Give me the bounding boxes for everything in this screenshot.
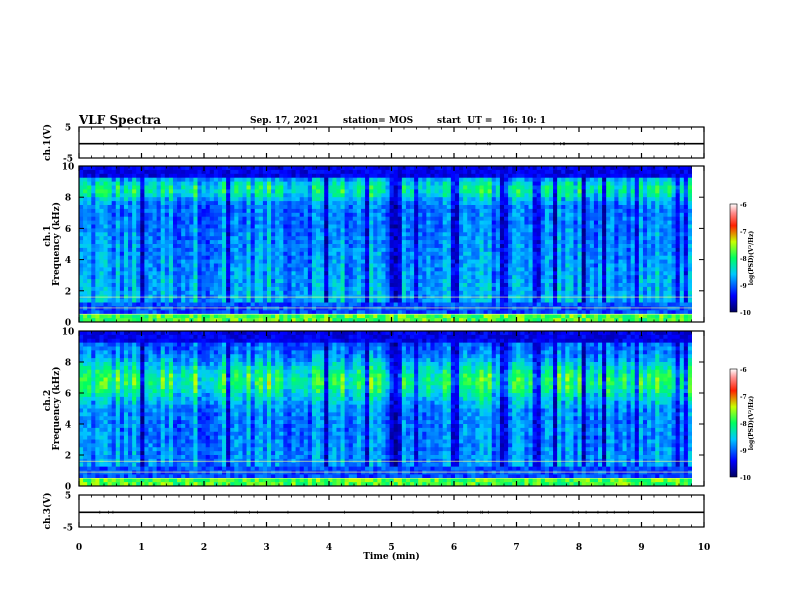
- xtick-label-6: 6: [451, 543, 457, 553]
- ytick-label-ch2-10: 10: [62, 328, 75, 338]
- spectrogram-ch1-cells: [79, 166, 693, 323]
- ylabel-top-ch2: ch.2: [43, 390, 53, 411]
- ytick-label-ch2-6: 6: [65, 390, 71, 400]
- ylabel-ch1-voltage: ch.1(V): [42, 124, 53, 161]
- xtick-label-9: 9: [638, 543, 644, 553]
- ytick-label-ch3-voltage--5: -5: [63, 524, 73, 534]
- ytick-label-ch2-2: 2: [65, 452, 71, 462]
- xtick-label-10: 10: [698, 543, 711, 553]
- chart-title: VLF Spectra: [79, 113, 162, 127]
- ylabel-top-ch1: ch.1: [43, 225, 53, 246]
- ytick-label-ch2-4: 4: [65, 421, 71, 431]
- xtick-label-8: 8: [576, 543, 582, 553]
- ytick-label-ch1-10: 10: [62, 163, 75, 173]
- xtick-label-1: 1: [138, 543, 144, 553]
- ytick-label-ch1-2: 2: [65, 287, 71, 297]
- colorbar-tick-ch2--6: -6: [740, 367, 747, 374]
- colorbar-label-ch2: log(PSD)(V²/Hz): [748, 396, 755, 451]
- ytick-label-ch2-8: 8: [65, 359, 71, 369]
- colorbar-label-ch1: log(PSD)(V²/Hz): [748, 231, 755, 286]
- ylabel-ch2: Frequency (kHz): [51, 366, 62, 450]
- colorbar-tick-ch2--7: -7: [740, 394, 747, 401]
- ylabel-ch3-voltage: ch.3(V): [42, 493, 53, 530]
- xtick-label-2: 2: [201, 543, 207, 553]
- colorbar-tick-ch2--10: -10: [740, 475, 751, 482]
- ytick-label-ch3-voltage-5: 5: [65, 492, 71, 502]
- ylabel-ch1: Frequency (kHz): [51, 202, 62, 286]
- ytick-label-ch2-0: 0: [65, 483, 71, 493]
- xtick-label-4: 4: [326, 543, 332, 553]
- xtick-label-5: 5: [388, 543, 394, 553]
- xtick-label-3: 3: [263, 543, 269, 553]
- colorbar-tick-ch2--8: -8: [740, 421, 747, 428]
- start-time-label: start UT = 16: 10: 1: [437, 116, 547, 126]
- xtick-label-7: 7: [513, 543, 519, 553]
- colorbar-tick-ch1--10: -10: [740, 310, 751, 317]
- ytick-label-ch1-4: 4: [65, 256, 71, 266]
- ytick-label-ch1-voltage-5: 5: [65, 124, 71, 134]
- colorbar-ch1: [729, 203, 738, 313]
- colorbar-tick-ch2--9: -9: [740, 448, 747, 455]
- colorbar-tick-ch1--8: -8: [740, 256, 747, 263]
- ytick-label-ch1-voltage--5: -5: [63, 155, 73, 165]
- spectrogram-ch2-cells: [79, 331, 693, 487]
- colorbar-tick-ch1--6: -6: [740, 202, 747, 209]
- colorbar-tick-ch1--9: -9: [740, 283, 747, 290]
- xaxis-label: Time (min): [363, 551, 420, 562]
- ytick-label-ch1-8: 8: [65, 194, 71, 204]
- station-label: station= MOS: [343, 116, 414, 126]
- xtick-label-0: 0: [76, 543, 82, 553]
- spectrogram-ch2-blank: [692, 331, 704, 486]
- spectrogram-ch1-blank: [692, 166, 704, 322]
- colorbar-ch2: [729, 368, 738, 478]
- colorbar-tick-ch1--7: -7: [740, 229, 747, 236]
- chart-date: Sep. 17, 2021: [250, 116, 319, 126]
- ytick-label-ch1-6: 6: [65, 225, 71, 235]
- ytick-label-ch1-0: 0: [65, 319, 71, 329]
